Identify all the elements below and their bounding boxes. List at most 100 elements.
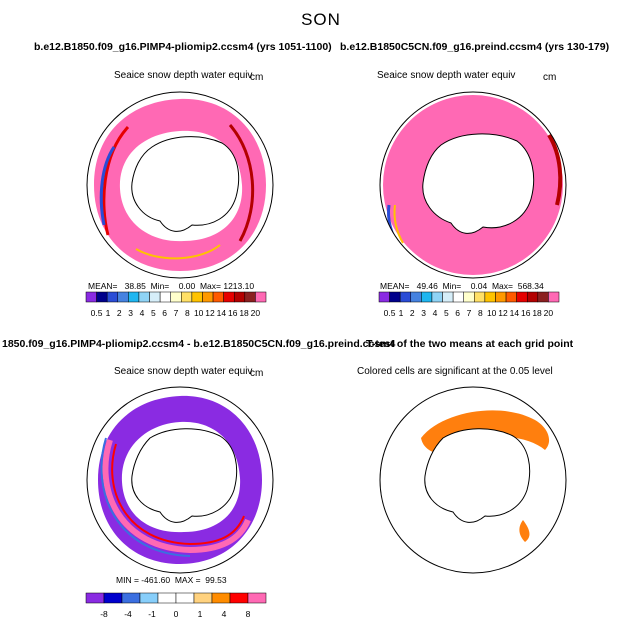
colorbar-tick-label: 16 [228, 308, 238, 318]
colorbar-tick-label: 7 [174, 308, 179, 318]
colorbar-tick-label: 4 [222, 609, 227, 619]
stats-top-right: MEAN= 49.46 Min= 0.04 Max= 568.34 [380, 281, 544, 291]
colorbar-tick-label: 3 [421, 308, 426, 318]
colorbar-tick-label: 6 [162, 308, 167, 318]
colorbar-tick-label: 4 [140, 308, 145, 318]
colorbar-swatch [548, 291, 560, 303]
colorbar-tick-label: 14 [510, 308, 520, 318]
colorbar-swatch [103, 592, 123, 604]
colorbar-swatch [378, 291, 390, 303]
colorbar-tick-label: 10 [194, 308, 204, 318]
colorbar-swatch [389, 291, 401, 303]
inner-edge-band-yellow [135, 244, 221, 260]
colorbar-top-right: 0.5 1 2 3 4 5 6 7 8 10 12 14 16 18 20 [378, 291, 560, 318]
colorbar-swatch [193, 592, 213, 604]
colorbar-tick-label: 7 [467, 308, 472, 318]
colorbar-tick-label: 20 [251, 308, 261, 318]
panel-title-top-left: b.e12.B1850.f09_g16.PIMP4-pliomip2.ccsm4… [34, 41, 332, 53]
colorbar-swatch [463, 291, 475, 303]
colorbar-tick-label: 10 [487, 308, 497, 318]
colorbar-swatch [191, 291, 203, 303]
colorbar-swatch [247, 592, 267, 604]
map-boundary [86, 386, 274, 574]
colorbar-tick-label: 5 [151, 308, 156, 318]
colorbar-swatch [526, 291, 539, 303]
variable-label-bottom-left: Seaice snow depth water equiv [114, 366, 253, 377]
map-top-right [379, 91, 567, 279]
colorbar-swatch [537, 291, 549, 303]
outer-edge-band-blue [99, 146, 116, 226]
colorbar-tick-label: 2 [410, 308, 415, 318]
colorbar-tick-label: 4 [433, 308, 438, 318]
stats-bottom-left: MIN = -461.60 MAX = 99.53 [116, 575, 227, 585]
colorbar-tick-label: 1 [198, 609, 203, 619]
colorbar-swatch [442, 291, 454, 303]
colorbar-tick-label: 2 [117, 308, 122, 318]
colorbar-swatch [233, 291, 246, 303]
colorbar-swatch [505, 291, 517, 303]
negative-anomaly-band-blue [100, 437, 191, 557]
colorbar-tick-label: 16 [521, 308, 531, 318]
colorbar-swatch [139, 592, 159, 604]
season-title: SON [301, 10, 341, 29]
colorbar-swatch [244, 291, 256, 303]
map-boundary [379, 386, 567, 574]
colorbar-tick-label: 12 [205, 308, 215, 318]
colorbar-tick-label: 0 [174, 609, 179, 619]
colorbar-swatch [149, 291, 161, 303]
antarctica-land [424, 428, 531, 523]
difference-field [98, 395, 262, 564]
colorbar-swatch [255, 291, 267, 303]
colorbar-top-left: 0.5 1 2 3 4 5 6 7 8 10 12 14 16 18 20 [85, 291, 267, 318]
stats-top-left: MEAN= 38.85 Min= 0.00 Max= 1213.10 [88, 281, 255, 291]
colorbar-swatch [495, 291, 507, 303]
colorbar-swatch [157, 592, 177, 604]
colorbar-tick-label: 18 [239, 308, 249, 318]
inner-edge-band [228, 124, 255, 242]
colorbar-swatch [85, 291, 97, 303]
colorbar-swatch [138, 291, 150, 303]
colorbar-tick-label: 1 [106, 308, 111, 318]
map-boundary [86, 91, 274, 279]
colorbar-swatch [421, 291, 433, 303]
colorbar-swatch [159, 291, 171, 303]
map-top-left [86, 91, 274, 279]
panel-title-bottom-right: T-test of the two means at each grid poi… [366, 338, 574, 350]
antarctica-land [131, 136, 240, 232]
variable-label-top-left: Seaice snow depth water equiv [114, 70, 253, 81]
colorbar-tick-label: 1 [399, 308, 404, 318]
colorbar-swatch [96, 291, 108, 303]
antarctica-land [131, 428, 238, 523]
edge-band-right [547, 133, 563, 206]
panel-title-bottom-left: 1850.f09_g16.PIMP4-pliomip2.ccsm4 - b.e1… [2, 338, 396, 350]
colorbar-swatch [229, 592, 249, 604]
colorbar-swatch [170, 291, 182, 303]
field-top-left [94, 98, 266, 271]
colorbar-swatch [452, 291, 464, 303]
field-bottom-left [98, 395, 262, 564]
negative-anomaly-band-red [111, 443, 245, 546]
colorbar-swatch [117, 291, 129, 303]
colorbar-tick-label: 0.5 [91, 308, 103, 318]
colorbar-tick-label: 8 [185, 308, 190, 318]
units-label-top-right: cm [543, 72, 557, 83]
colorbar-swatch [85, 592, 105, 604]
map-boundary [379, 91, 567, 279]
colorbar-swatch [202, 291, 214, 303]
colorbar-swatch [516, 291, 528, 303]
units-label-top-left: cm [250, 72, 264, 83]
colorbar-swatch [399, 291, 412, 303]
colorbar-tick-label: -4 [124, 609, 132, 619]
edge-band-left-yellow [393, 204, 404, 244]
negative-anomaly-band [102, 439, 251, 554]
colorbar-tick-label: -8 [100, 609, 108, 619]
colorbar-tick-label: 18 [532, 308, 542, 318]
subtitle-bottom-right: Colored cells are significant at the 0.0… [357, 366, 553, 377]
colorbar-swatch [474, 291, 486, 303]
units-label-bottom-left: cm [250, 368, 264, 379]
colorbar-swatch [410, 291, 422, 303]
antarctica-land [422, 133, 535, 234]
colorbar-swatch [211, 592, 231, 604]
colorbar-tick-label: 12 [498, 308, 508, 318]
colorbar-swatch [212, 291, 224, 303]
